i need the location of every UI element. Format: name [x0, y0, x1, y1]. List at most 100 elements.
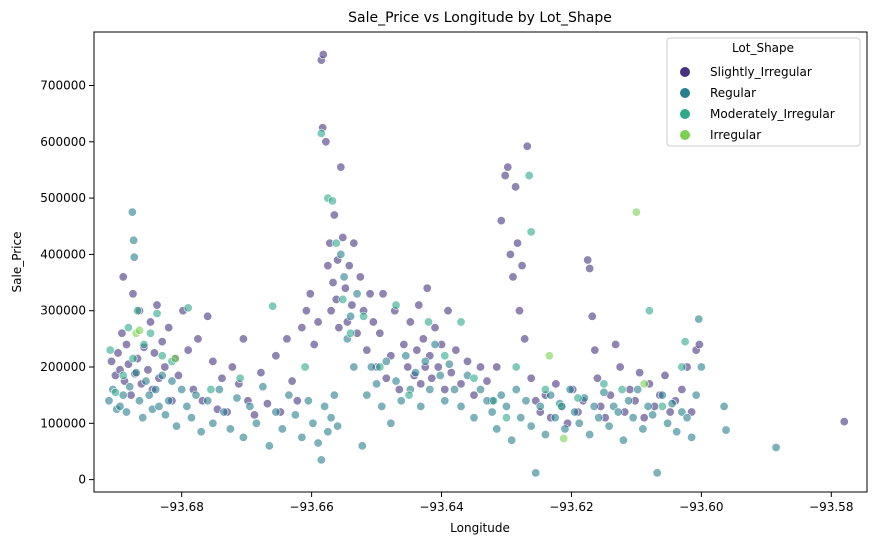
scatter-point [170, 354, 180, 364]
scatter-point [520, 334, 530, 344]
scatter-point [443, 306, 453, 316]
scatter-point [172, 421, 182, 431]
scatter-point [672, 427, 682, 437]
scatter-point [113, 348, 123, 358]
scatter-point [469, 373, 479, 383]
y-tick-label: 700000 [40, 78, 86, 92]
scatter-point [682, 413, 692, 423]
scatter-point [378, 289, 388, 299]
scatter-point [107, 356, 117, 366]
scatter-point [585, 430, 595, 440]
scatter-point [405, 317, 415, 327]
x-axis-ticks: −93.68 −93.66 −93.64 −93.62 −93.60 −93.58 [159, 492, 853, 514]
scatter-point [633, 385, 643, 395]
scatter-point [416, 379, 426, 389]
scatter-point [277, 424, 287, 434]
scatter-point [482, 376, 492, 386]
x-tick-label: −93.62 [549, 500, 593, 514]
scatter-point [160, 410, 170, 420]
scatter-point [687, 432, 697, 442]
scatter-point [206, 385, 216, 395]
y-tick-label: 200000 [40, 360, 86, 374]
scatter-point [346, 328, 356, 338]
y-axis-ticks: 0 100000 200000 300000 400000 500000 600000 700… [40, 78, 94, 487]
scatter-point [526, 421, 536, 431]
scatter-point [680, 337, 690, 347]
scatter-point [557, 401, 567, 411]
scatter-point [326, 306, 336, 316]
scatter-point [456, 317, 466, 327]
scatter-point [375, 362, 385, 372]
scatter-point [134, 396, 144, 406]
scatter-point [219, 407, 229, 417]
scatter-point [404, 390, 414, 400]
y-tick-label: 100000 [40, 416, 86, 430]
scatter-point [496, 216, 506, 226]
scatter-point [652, 468, 662, 478]
scatter-point [511, 182, 521, 192]
scatter-point [391, 300, 401, 310]
scatter-point [451, 345, 461, 355]
scatter-point [349, 362, 359, 372]
scatter-point [290, 410, 300, 420]
scatter-point [422, 283, 432, 293]
scatter-point [258, 382, 268, 392]
scatter-point [657, 401, 667, 411]
scatter-point [110, 387, 120, 397]
scatter-point [505, 249, 515, 259]
chart-title: Sale_Price vs Longitude by Lot_Shape [348, 10, 612, 26]
scatter-point [513, 238, 523, 248]
scatter-point [399, 339, 409, 349]
scatter-point [444, 359, 454, 369]
scatter-point [225, 424, 235, 434]
x-tick-label: −93.64 [419, 500, 463, 514]
scatter-point [104, 396, 114, 406]
scatter-point [665, 407, 675, 417]
scatter-point [238, 432, 248, 442]
scatter-point [339, 272, 349, 282]
scatter-point [639, 379, 649, 389]
scatter-point [550, 413, 560, 423]
scatter-point [186, 413, 196, 423]
scatter-point [232, 393, 242, 403]
scatter-point [469, 390, 479, 400]
scatter-point [313, 438, 323, 448]
scatter-point [540, 385, 550, 395]
scatter-point [394, 385, 404, 395]
scatter-point [164, 323, 174, 333]
scatter-point [414, 300, 424, 310]
scatter-point [599, 379, 609, 389]
scatter-point [349, 238, 359, 248]
x-tick-label: −93.68 [159, 500, 203, 514]
scatter-point [368, 317, 378, 327]
scatter-point [644, 306, 654, 316]
scatter-point [126, 390, 136, 400]
scatter-point [329, 210, 339, 220]
legend-label: Moderately_Irregular [710, 107, 835, 121]
scatter-point [425, 385, 435, 395]
legend-title: Lot_Shape [732, 41, 794, 55]
scatter-point [271, 407, 281, 417]
scatter-point [139, 339, 149, 349]
scatter-point [839, 417, 849, 427]
scatter-point [362, 390, 372, 400]
scatter-point [424, 317, 434, 327]
scatter-point [565, 385, 575, 395]
scatter-point [440, 385, 450, 395]
scatter-point [138, 413, 148, 423]
scatter-point [154, 401, 164, 411]
scatter-point [264, 441, 274, 451]
scatter-point [435, 370, 445, 380]
scatter-point [667, 399, 677, 409]
legend-label: Regular [710, 86, 756, 100]
scatter-point [559, 434, 569, 444]
scatter-point [604, 421, 614, 431]
scatter-point [488, 396, 498, 406]
scatter-point [574, 418, 584, 428]
scatter-point [639, 413, 649, 423]
y-tick-label: 600000 [40, 135, 86, 149]
scatter-point [129, 235, 139, 245]
scatter-point [430, 339, 440, 349]
points-layer [104, 50, 849, 478]
